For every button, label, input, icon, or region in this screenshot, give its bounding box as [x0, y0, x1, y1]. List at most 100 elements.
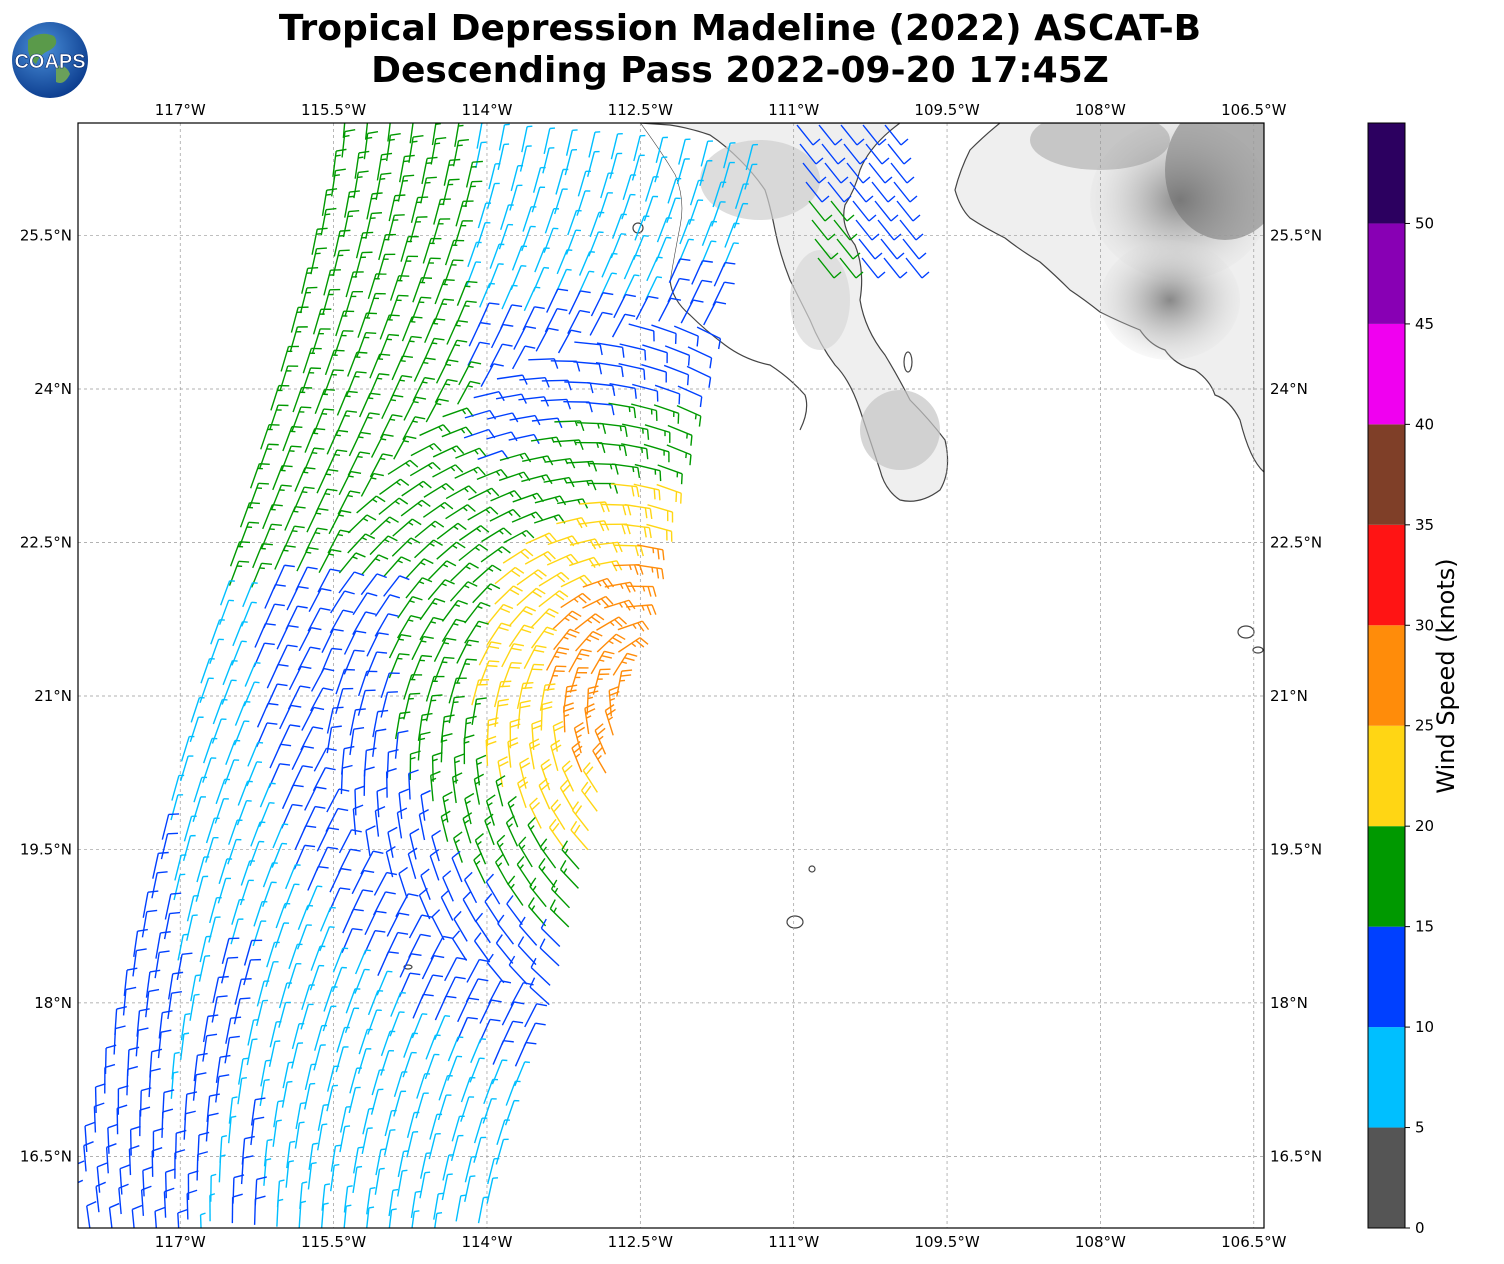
wind-barb	[417, 712, 433, 741]
wind-barb	[193, 776, 208, 803]
wind-barb	[634, 215, 650, 241]
wind-barb	[540, 758, 552, 791]
wind-barb	[696, 326, 722, 350]
wind-barb	[634, 463, 662, 482]
wind-barb	[336, 390, 358, 416]
lon-tick-label-bottom: 106.5°W	[1221, 1233, 1286, 1251]
wind-barb	[518, 916, 538, 946]
wind-barb	[249, 463, 270, 489]
wind-barb	[268, 1040, 281, 1067]
wind-barb	[250, 1116, 265, 1146]
wind-barb	[498, 223, 514, 250]
wind-barb	[179, 1032, 190, 1060]
wind-barb	[164, 892, 182, 920]
socorro-island	[786, 915, 804, 929]
wind-barb	[164, 1168, 176, 1199]
wind-barb	[280, 345, 299, 372]
wind-barb	[387, 459, 419, 475]
wind-barb	[447, 1055, 463, 1081]
wind-barb	[132, 948, 147, 977]
wind-barb	[330, 1163, 340, 1192]
wind-barb	[568, 648, 592, 673]
wind-barb	[288, 943, 303, 970]
wind-barb	[471, 679, 490, 706]
wind-barb	[559, 860, 579, 889]
wind-barb	[453, 753, 465, 784]
wind-barb	[380, 691, 398, 718]
wind-barb	[656, 217, 672, 243]
wind-barb	[582, 595, 614, 609]
lat-tick-label-right: 22.5°N	[1270, 533, 1322, 551]
wind-barb	[145, 969, 161, 998]
wind-barb	[205, 836, 219, 863]
marias-islands	[1237, 625, 1255, 639]
wind-barb	[104, 1063, 116, 1094]
wind-barb	[796, 124, 821, 146]
wind-barb	[518, 396, 550, 407]
wind-barb	[495, 854, 510, 886]
wind-barb	[538, 778, 551, 810]
wind-barb	[494, 566, 525, 585]
lon-tick-label-bottom: 109.5°W	[914, 1233, 979, 1251]
wind-barb	[324, 349, 345, 376]
wind-barb	[431, 123, 441, 146]
wind-barb	[393, 1071, 408, 1098]
wind-barb	[375, 172, 392, 201]
wind-barb	[689, 179, 704, 206]
wind-barb	[331, 966, 347, 993]
wind-barb	[163, 1187, 175, 1218]
wind-barb	[408, 769, 419, 800]
wind-barb	[332, 148, 347, 177]
wind-barb	[495, 1138, 509, 1165]
wind-barb	[421, 955, 445, 980]
wind-barb	[880, 238, 905, 260]
wind-barb	[581, 781, 598, 812]
wind-barb	[152, 851, 169, 879]
wind-barb	[278, 982, 293, 1009]
wind-barb	[418, 809, 429, 841]
wind-barb	[442, 178, 460, 206]
lat-tick-label-left: 25.5°N	[20, 227, 72, 245]
wind-barb	[380, 1050, 395, 1076]
wind-barb	[436, 522, 467, 540]
wind-barb	[576, 421, 607, 434]
wind-barb	[542, 147, 555, 174]
wind-barb	[452, 930, 468, 962]
wind-barb	[406, 1111, 420, 1138]
wind-barb	[349, 708, 366, 736]
wind-barb	[489, 508, 521, 522]
wind-barb	[160, 832, 179, 860]
wind-barb	[222, 659, 238, 686]
wind-barb	[173, 873, 186, 901]
wind-barb	[538, 590, 569, 608]
colorbar-tick-label: 10	[1415, 1018, 1434, 1036]
wind-barb	[519, 145, 532, 172]
wind-barb	[270, 384, 290, 411]
wind-barb	[545, 646, 570, 671]
wind-barb	[322, 288, 341, 316]
wind-barb	[390, 991, 406, 1017]
wind-barb	[167, 990, 182, 1020]
wind-barb	[699, 160, 713, 186]
wind-barb	[494, 698, 509, 727]
wind-barb	[247, 741, 264, 767]
wind-barb	[307, 1161, 317, 1190]
wind-barb	[462, 812, 473, 844]
wind-barb	[603, 599, 636, 611]
wind-barb	[488, 163, 501, 190]
wind-barb	[711, 201, 726, 227]
wind-barb	[228, 1096, 238, 1124]
wind-barb	[343, 1185, 353, 1213]
wind-barb	[556, 249, 573, 275]
wind-barb	[451, 1115, 465, 1142]
wind-barb	[474, 833, 487, 865]
wind-barb	[294, 466, 316, 492]
wind-barb	[301, 984, 315, 1011]
wind-barb	[455, 1194, 467, 1222]
wind-barb	[598, 442, 628, 457]
wind-barb	[666, 444, 692, 466]
wind-barb	[96, 1162, 108, 1193]
wind-barb	[401, 480, 432, 497]
wind-barb	[489, 343, 513, 368]
lon-tick-label-bottom: 112.5°W	[608, 1233, 673, 1251]
